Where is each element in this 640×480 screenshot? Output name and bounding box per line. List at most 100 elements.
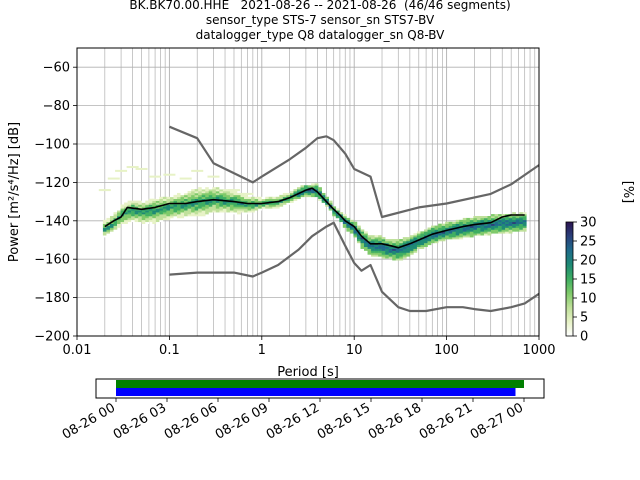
histogram-cell <box>258 200 262 203</box>
histogram-cell <box>124 206 128 209</box>
histogram-cell <box>191 208 195 211</box>
histogram-cell <box>113 214 118 217</box>
histogram-cell <box>222 202 227 205</box>
histogram-cell <box>148 212 153 215</box>
histogram-cell <box>261 204 266 207</box>
histogram-cell <box>229 191 234 194</box>
histogram-cell <box>399 240 404 244</box>
histogram-cell <box>360 246 365 249</box>
histogram-cell <box>466 221 471 224</box>
histogram-cell <box>261 198 266 201</box>
histogram-cell <box>127 208 132 211</box>
histogram-cell <box>198 191 202 194</box>
histogram-cell <box>406 248 411 251</box>
histogram-cell <box>466 231 471 234</box>
histogram-cell <box>311 194 315 198</box>
histogram-cell <box>201 194 206 198</box>
histogram-cell <box>515 223 520 226</box>
histogram-cell <box>215 206 220 209</box>
histogram-cell <box>455 229 460 232</box>
histogram-cell <box>388 250 393 253</box>
colorbar-tick-label: 0 <box>580 330 588 345</box>
histogram-cell <box>501 227 506 230</box>
histogram-cell <box>392 246 397 249</box>
histogram-cell <box>201 191 206 194</box>
histogram-cell <box>173 200 178 203</box>
histogram-cell <box>381 240 386 244</box>
histogram-outlier-cell <box>107 177 120 180</box>
histogram-cell <box>268 198 273 201</box>
histogram-cell <box>155 202 160 205</box>
histogram-cell <box>194 204 199 207</box>
histogram-cell <box>300 187 305 190</box>
histogram-cell <box>462 217 467 221</box>
histogram-cell <box>356 225 361 228</box>
histogram-cell <box>265 196 270 200</box>
histogram-cell <box>173 210 178 213</box>
histogram-cell <box>466 217 471 221</box>
histogram-cell <box>356 229 361 232</box>
histogram-cell <box>360 229 365 232</box>
histogram-cell <box>501 214 506 217</box>
histogram-cell <box>240 198 245 201</box>
histogram-cell <box>127 217 132 221</box>
histogram-cell <box>452 231 457 234</box>
histogram-cell <box>469 217 474 221</box>
histogram-cell <box>212 210 217 213</box>
histogram-cell <box>441 231 446 234</box>
histogram-cell <box>409 248 414 251</box>
histogram-cell <box>120 208 125 211</box>
histogram-cell <box>106 221 111 224</box>
histogram-cell <box>222 200 227 203</box>
histogram-cell <box>335 208 340 211</box>
histogram-cell <box>335 214 340 217</box>
histogram-outlier-cell <box>191 169 204 172</box>
histogram-cell <box>127 212 132 215</box>
histogram-cell <box>109 225 114 228</box>
histogram-cell <box>342 221 347 224</box>
histogram-cell <box>201 208 206 211</box>
histogram-cell <box>169 200 174 203</box>
histogram-cell <box>487 229 492 232</box>
histogram-cell <box>332 214 337 217</box>
histogram-cell <box>102 225 107 228</box>
histogram-cell <box>244 208 248 211</box>
histogram-cell <box>233 208 238 211</box>
histogram-cell <box>272 206 277 209</box>
histogram-cell <box>208 204 213 207</box>
histogram-cell <box>512 217 517 221</box>
histogram-cell <box>364 237 368 240</box>
histogram-cell <box>279 200 284 203</box>
histogram-cell <box>441 227 446 230</box>
histogram-cell <box>459 233 464 236</box>
histogram-cell <box>378 237 382 240</box>
histogram-cell <box>275 198 280 201</box>
histogram-cell <box>134 204 139 207</box>
histogram-cell <box>152 202 157 205</box>
histogram-cell <box>159 202 164 205</box>
histogram-cell <box>494 229 499 232</box>
histogram-cell <box>113 223 118 226</box>
histogram-cell <box>208 191 213 194</box>
histogram-cell <box>431 229 435 232</box>
time-tick-label: 08-26 09 <box>213 400 271 442</box>
histogram-cell <box>480 225 485 228</box>
histogram-cell <box>483 233 488 236</box>
histogram-cell <box>102 219 107 223</box>
histogram-cell <box>198 202 202 205</box>
histogram-cell <box>240 204 245 207</box>
histogram-cell <box>272 196 277 200</box>
histogram-cell <box>191 189 195 192</box>
histogram-cell <box>138 210 142 213</box>
histogram-cell <box>321 200 326 203</box>
y-tick-label: −80 <box>43 99 70 114</box>
histogram-cell <box>413 246 418 249</box>
histogram-cell <box>222 204 227 207</box>
histogram-cell <box>201 202 206 205</box>
histogram-cell <box>169 216 174 219</box>
histogram-cell <box>177 210 181 213</box>
histogram-cell <box>240 210 245 213</box>
time-tick-label: 08-26 00 <box>60 400 118 442</box>
histogram-cell <box>212 192 217 196</box>
histogram-cell <box>445 237 449 240</box>
